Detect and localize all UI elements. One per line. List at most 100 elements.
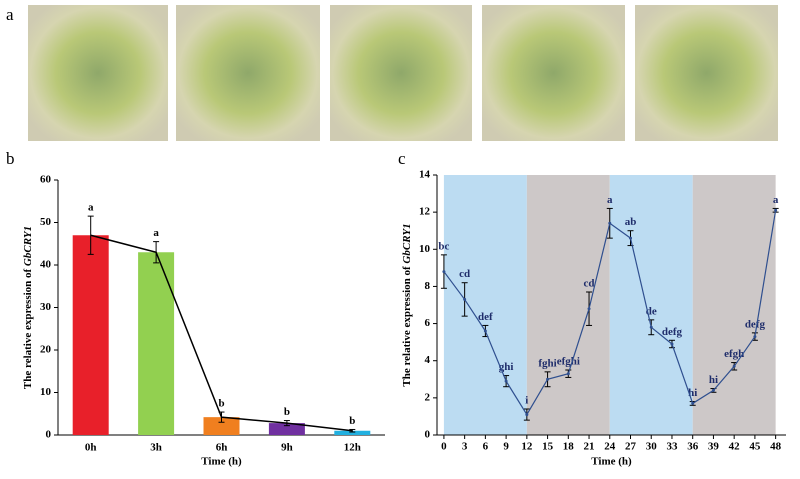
x-tick-label: 9h bbox=[281, 442, 293, 454]
significance-label: defg bbox=[662, 326, 683, 338]
significance-label: hi bbox=[709, 374, 718, 386]
point bbox=[691, 401, 695, 405]
y-tick-label: 14 bbox=[419, 169, 431, 181]
y-axis-label-gene: GbCRY1 bbox=[401, 223, 413, 263]
photo bbox=[330, 5, 472, 141]
point bbox=[546, 377, 550, 381]
x-tick-label: 6h bbox=[216, 442, 228, 454]
shaded-region bbox=[692, 175, 776, 435]
significance-label: fghi bbox=[538, 357, 556, 369]
significance-label: a bbox=[607, 194, 613, 206]
x-tick-label: 12h bbox=[344, 442, 361, 454]
y-tick-label: 40 bbox=[40, 259, 52, 271]
bar bbox=[334, 430, 371, 435]
micrographs bbox=[28, 5, 778, 141]
bar bbox=[268, 423, 305, 435]
x-tick-label: 39 bbox=[708, 441, 720, 453]
significance-label: cd bbox=[584, 278, 595, 290]
point bbox=[732, 364, 736, 368]
significance-label: cd bbox=[459, 268, 470, 280]
y-tick-label: 4 bbox=[425, 354, 431, 366]
x-tick-label: 36 bbox=[687, 441, 699, 453]
y-tick-label: 2 bbox=[425, 391, 431, 403]
y-axis-label-text: The relative expression of bbox=[401, 264, 413, 387]
point bbox=[442, 270, 446, 274]
point bbox=[753, 335, 757, 339]
shaded-region bbox=[443, 175, 527, 435]
point bbox=[504, 379, 508, 383]
y-axis-label-gene: GbCRY1 bbox=[22, 226, 34, 266]
y-tick-label: 60 bbox=[40, 174, 52, 186]
trend-line bbox=[90, 234, 353, 432]
point bbox=[649, 325, 653, 329]
x-tick-label: 42 bbox=[729, 441, 741, 453]
photo bbox=[635, 5, 778, 141]
significance-label: def bbox=[478, 311, 493, 323]
point bbox=[629, 236, 633, 240]
photo bbox=[28, 5, 168, 141]
y-tick-label: 10 bbox=[40, 386, 52, 398]
x-tick-label: 48 bbox=[770, 441, 782, 453]
y-tick-label: 30 bbox=[40, 301, 52, 313]
x-tick-label: 45 bbox=[749, 441, 761, 453]
significance-label: ab bbox=[625, 216, 637, 228]
x-tick-label: 18 bbox=[563, 441, 575, 453]
significance-label: efghi bbox=[557, 356, 580, 368]
significance-label: de bbox=[646, 305, 657, 317]
shaded-region bbox=[526, 175, 610, 435]
point bbox=[525, 413, 529, 417]
photo bbox=[176, 5, 320, 141]
bar bbox=[203, 417, 240, 435]
y-tick-label: 20 bbox=[40, 344, 52, 356]
x-tick-label: 21 bbox=[584, 441, 595, 453]
bar bbox=[138, 252, 175, 435]
photo bbox=[482, 5, 625, 141]
point bbox=[566, 372, 570, 376]
significance-label: defg bbox=[745, 318, 766, 330]
point bbox=[774, 208, 778, 212]
x-tick-label: 12 bbox=[521, 441, 533, 453]
significance-label: a bbox=[773, 194, 779, 206]
point bbox=[608, 221, 612, 225]
x-tick-label: 27 bbox=[625, 441, 637, 453]
y-tick-label: 8 bbox=[425, 280, 431, 292]
panel-label: b bbox=[6, 149, 15, 168]
y-axis-label: The relative expression of GbCRY1 bbox=[401, 223, 413, 386]
y-tick-label: 0 bbox=[46, 429, 52, 441]
significance-label: b bbox=[218, 398, 224, 410]
x-tick-label: 24 bbox=[604, 441, 616, 453]
x-axis-label: Time (h) bbox=[201, 456, 242, 468]
x-tick-label: 3 bbox=[462, 441, 468, 453]
y-tick-label: 50 bbox=[40, 216, 52, 228]
point bbox=[711, 388, 715, 392]
x-tick-label: 33 bbox=[666, 441, 678, 453]
x-tick-label: 0 bbox=[441, 441, 447, 453]
point bbox=[670, 342, 674, 346]
y-tick-label: 0 bbox=[425, 429, 431, 441]
significance-label: b bbox=[284, 406, 290, 418]
point bbox=[483, 329, 487, 333]
x-tick-label: 9 bbox=[503, 441, 509, 453]
significance-label: b bbox=[349, 415, 355, 427]
bar bbox=[72, 235, 109, 435]
significance-label: a bbox=[153, 227, 159, 239]
shaded-region bbox=[609, 175, 693, 435]
significance-label: a bbox=[88, 202, 94, 214]
x-tick-label: 6 bbox=[483, 441, 489, 453]
x-axis-label: Time (h) bbox=[591, 456, 632, 468]
y-axis-label-text: The relative expression of bbox=[22, 266, 34, 389]
x-tick-label: 3h bbox=[150, 442, 162, 454]
significance-label: hi bbox=[688, 387, 697, 399]
point bbox=[587, 307, 591, 311]
significance-label: bc bbox=[438, 240, 449, 252]
y-tick-label: 10 bbox=[419, 243, 431, 255]
significance-label: i bbox=[525, 395, 528, 407]
y-axis-label: The relative expression of GbCRY1 bbox=[22, 226, 34, 389]
panel-label: c bbox=[398, 149, 406, 168]
significance-label: ghi bbox=[499, 361, 514, 373]
point bbox=[463, 297, 467, 301]
x-tick-label: 30 bbox=[646, 441, 658, 453]
y-tick-label: 12 bbox=[419, 206, 431, 218]
x-tick-label: 0h bbox=[85, 442, 97, 454]
